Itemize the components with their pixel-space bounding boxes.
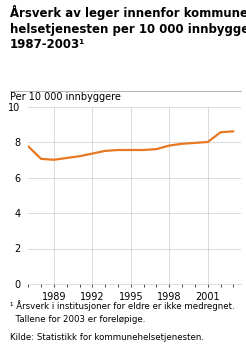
Text: Per 10 000 innbyggere: Per 10 000 innbyggere [10, 92, 121, 102]
Text: Tallene for 2003 er foreløpige.: Tallene for 2003 er foreløpige. [10, 315, 145, 324]
Text: ¹ Årsverk i institusjoner for eldre er ikke medregnet.: ¹ Årsverk i institusjoner for eldre er i… [10, 300, 234, 311]
Text: Årsverk av leger innenfor kommune-
helsetjenesten per 10 000 innbyggere.
1987-20: Årsverk av leger innenfor kommune- helse… [10, 5, 246, 51]
Text: Kilde: Statistikk for kommunehelsetjenesten.: Kilde: Statistikk for kommunehelsetjenes… [10, 333, 204, 342]
